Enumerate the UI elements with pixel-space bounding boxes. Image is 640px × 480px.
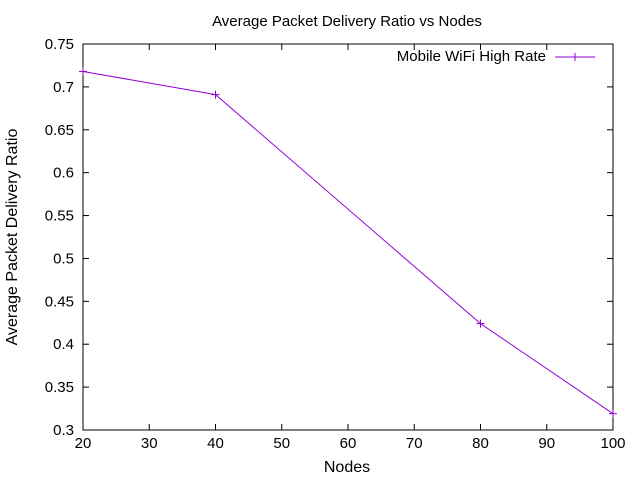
data-point-marker [476, 319, 485, 328]
x-axis-label: Nodes [324, 459, 370, 476]
x-tick-label: 90 [538, 435, 555, 452]
y-tick-label: 0.35 [45, 379, 74, 396]
legend: Mobile WiFi High Rate [397, 48, 595, 65]
y-tick-label: 0.4 [53, 336, 74, 353]
data-point-marker [609, 409, 617, 418]
data-point-marker [79, 67, 87, 76]
legend-label: Mobile WiFi High Rate [397, 48, 546, 65]
x-tick-label: 70 [406, 435, 423, 452]
series-layer [79, 67, 617, 418]
series-line [82, 70, 614, 415]
y-tick-label: 0.5 [53, 250, 74, 267]
plot-frame [82, 43, 614, 431]
chart-title: Average Packet Delivery Ratio vs Nodes [212, 13, 482, 30]
x-tick-label: 60 [340, 435, 357, 452]
y-tick-label: 0.3 [53, 422, 74, 439]
x-tick-label: 50 [273, 435, 290, 452]
y-tick-label: 0.55 [45, 208, 74, 225]
x-tick-label: 100 [600, 435, 625, 452]
y-axis-ticks: 0.3 0.35 0.4 0.45 0.5 0.55 0.6 0.65 0.7 0.75 [45, 36, 613, 439]
x-tick-label: 40 [207, 435, 224, 452]
y-tick-label: 0.65 [45, 122, 74, 139]
y-tick-label: 0.7 [53, 79, 74, 96]
y-axis-label: Average Packet Delivery Ratio [4, 129, 21, 346]
x-tick-label: 30 [141, 435, 158, 452]
data-point-marker [211, 90, 220, 99]
y-tick-label: 0.45 [45, 293, 74, 310]
legend-marker-plus [571, 53, 579, 61]
x-tick-label: 20 [75, 435, 92, 452]
y-tick-label: 0.6 [53, 165, 74, 182]
x-axis-ticks: 20 30 40 50 60 70 80 90 100 [75, 44, 626, 452]
y-tick-label: 0.75 [45, 36, 74, 53]
x-tick-label: 80 [472, 435, 489, 452]
